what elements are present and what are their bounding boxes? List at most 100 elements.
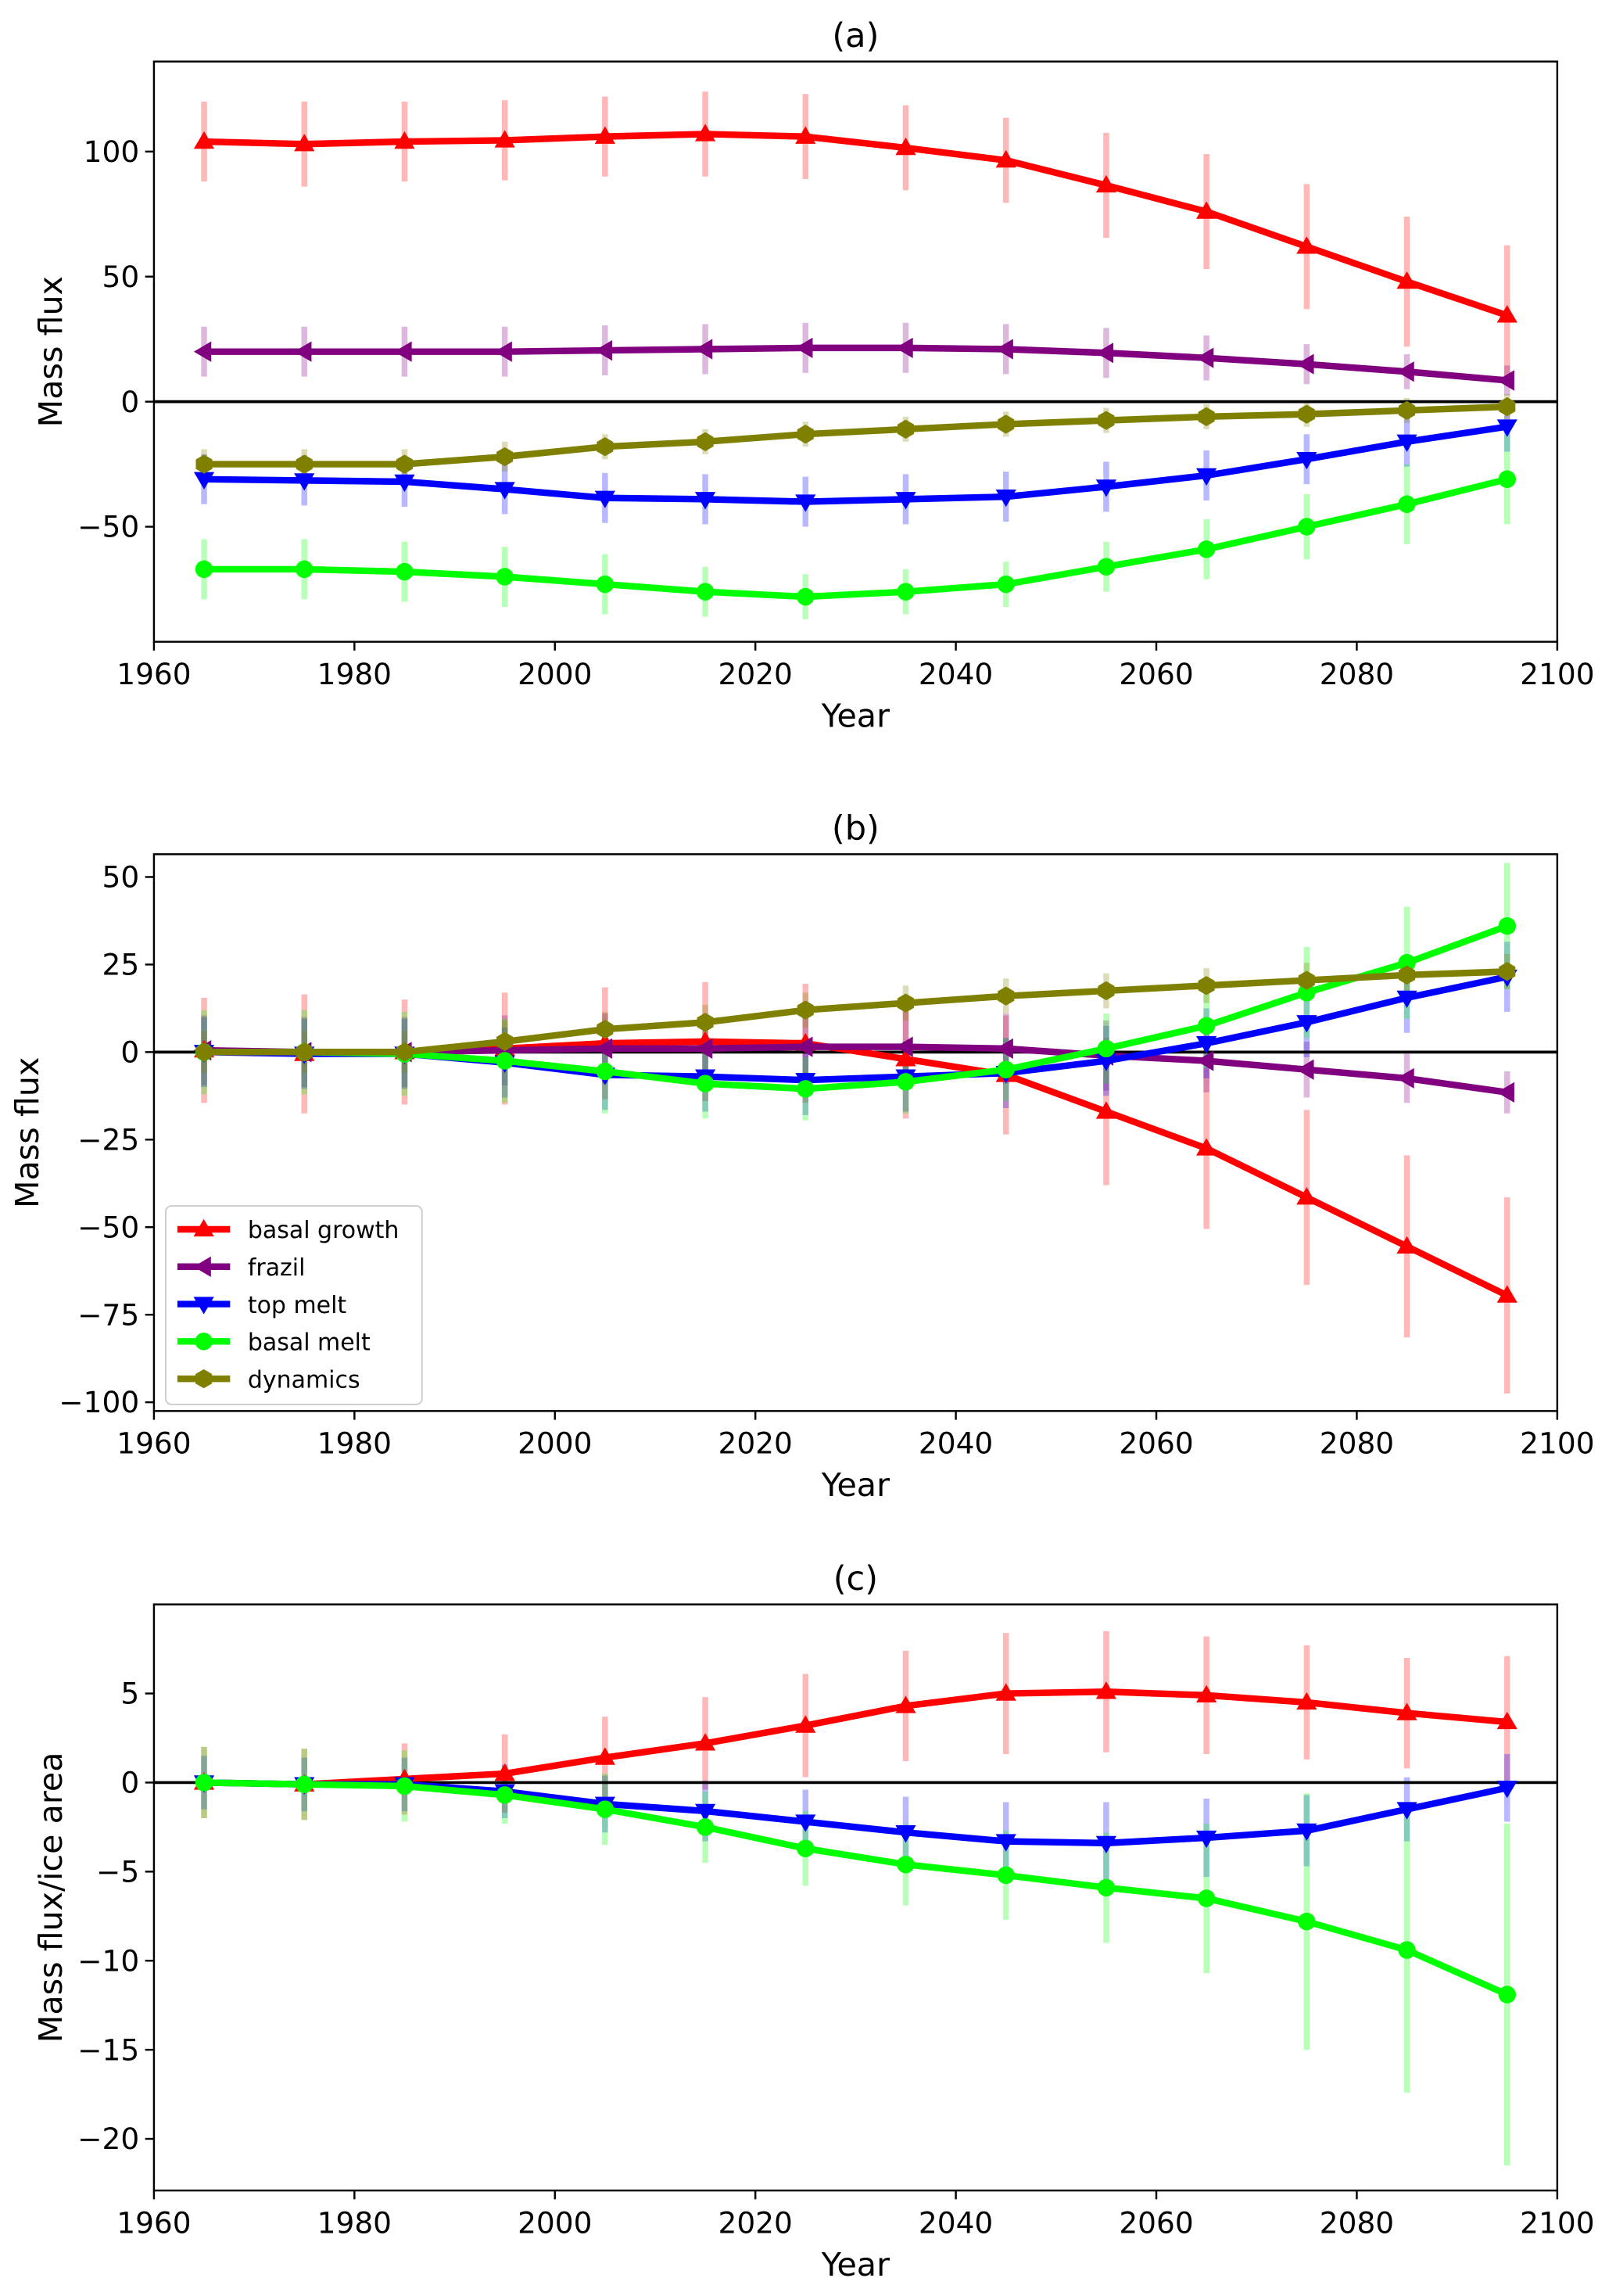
data-point bbox=[193, 341, 212, 362]
legend-marker bbox=[195, 1369, 213, 1389]
axes-frame bbox=[152, 1603, 1559, 2192]
y-tick-label: 25 bbox=[102, 948, 139, 982]
data-point bbox=[1098, 981, 1115, 1001]
series-line bbox=[203, 1779, 1509, 1998]
data-point bbox=[795, 1814, 816, 1832]
data-point bbox=[596, 575, 615, 594]
chart-title: (a) bbox=[832, 16, 879, 56]
data-point bbox=[1197, 1889, 1216, 1907]
data-point bbox=[997, 1060, 1015, 1078]
x-tick-label: 1980 bbox=[317, 1426, 392, 1461]
data-point bbox=[797, 425, 814, 444]
legend-item: top melt bbox=[177, 1292, 346, 1319]
data-point bbox=[797, 1080, 815, 1098]
data-point bbox=[895, 492, 916, 510]
data-point bbox=[1095, 1681, 1117, 1699]
legend-marker bbox=[193, 1297, 214, 1315]
data-point bbox=[1296, 1059, 1314, 1080]
data-point bbox=[897, 1855, 915, 1874]
x-tick-label: 1960 bbox=[116, 1426, 191, 1461]
x-tick-label: 2000 bbox=[518, 2205, 592, 2240]
data-point bbox=[697, 432, 714, 451]
data-point bbox=[396, 454, 413, 474]
y-tick-label: 50 bbox=[102, 260, 139, 294]
data-point bbox=[694, 1733, 716, 1751]
legend-label: dynamics bbox=[248, 1366, 360, 1394]
data-point bbox=[1098, 411, 1115, 430]
data-point bbox=[696, 1074, 715, 1092]
series-top-melt bbox=[193, 419, 1517, 512]
data-point bbox=[1396, 1067, 1414, 1089]
data-point bbox=[1399, 400, 1416, 421]
data-point bbox=[494, 482, 515, 500]
x-tick-label: 2040 bbox=[919, 657, 993, 691]
chart-title: (b) bbox=[832, 809, 880, 848]
data-point bbox=[895, 1695, 916, 1713]
data-point bbox=[1496, 1285, 1517, 1303]
legend-item: dynamics bbox=[177, 1366, 360, 1394]
data-point bbox=[897, 993, 915, 1013]
data-point bbox=[294, 473, 315, 491]
data-point bbox=[696, 583, 715, 601]
x-axis-label: Year bbox=[821, 2246, 890, 2283]
series-basal-melt bbox=[195, 1774, 1517, 2004]
data-point bbox=[1396, 434, 1417, 452]
data-point bbox=[795, 1715, 816, 1733]
data-point bbox=[496, 447, 514, 467]
x-axis-label: Year bbox=[821, 697, 890, 734]
x-tick-label: 2080 bbox=[1320, 1426, 1394, 1461]
series-line bbox=[204, 475, 1508, 601]
series-line bbox=[203, 423, 1508, 505]
data-point bbox=[1095, 343, 1114, 364]
data-point bbox=[596, 1062, 615, 1081]
data-point bbox=[1399, 965, 1416, 985]
x-tick-label: 1960 bbox=[116, 2205, 191, 2240]
data-point bbox=[396, 1777, 414, 1796]
data-point bbox=[1396, 361, 1414, 382]
y-tick-label: −15 bbox=[77, 2032, 139, 2067]
series-basal-melt bbox=[195, 470, 1517, 606]
data-point bbox=[1496, 370, 1514, 391]
data-point bbox=[995, 1834, 1016, 1852]
legend-marker bbox=[195, 1333, 213, 1351]
legend-marker bbox=[193, 1256, 211, 1277]
data-point bbox=[895, 1825, 916, 1843]
data-point bbox=[394, 131, 415, 149]
data-point bbox=[694, 1038, 713, 1059]
data-point bbox=[897, 583, 915, 601]
data-point bbox=[496, 1031, 514, 1052]
series-dynamics bbox=[195, 962, 1516, 1062]
y-axis-label: Mass flux bbox=[32, 276, 70, 427]
data-point bbox=[1196, 201, 1217, 219]
data-point bbox=[1298, 983, 1316, 1002]
legend-box bbox=[164, 1205, 423, 1405]
data-point bbox=[1496, 1082, 1514, 1103]
x-tick-label: 2100 bbox=[1520, 657, 1594, 691]
x-tick-label: 2060 bbox=[1119, 657, 1193, 691]
data-point bbox=[1198, 407, 1215, 427]
y-tick-label: −25 bbox=[77, 1122, 139, 1157]
x-tick-label: 2020 bbox=[718, 2205, 793, 2240]
axes-frame bbox=[152, 60, 1559, 643]
data-point bbox=[1398, 953, 1416, 972]
data-point bbox=[1197, 1017, 1216, 1035]
y-tick-label: −50 bbox=[77, 510, 139, 544]
y-tick-label: −20 bbox=[77, 2122, 139, 2156]
y-tick-label: 5 bbox=[120, 1677, 139, 1711]
x-tick-label: 2040 bbox=[919, 2205, 993, 2240]
series-line bbox=[204, 403, 1507, 468]
y-tick-label: 50 bbox=[102, 860, 139, 895]
x-tick-label: 2060 bbox=[1119, 2205, 1193, 2240]
data-point bbox=[1196, 347, 1214, 368]
series-basal-growth bbox=[193, 1681, 1517, 1792]
data-point bbox=[1097, 558, 1116, 576]
data-point bbox=[594, 339, 613, 361]
x-tick-label: 1980 bbox=[317, 657, 392, 691]
panel-a: (a) 1960 1980 2000 2020 2040 2060 2080 2100 −50 0 5… bbox=[32, 16, 1595, 734]
data-point bbox=[1095, 1101, 1117, 1119]
data-point bbox=[1398, 495, 1416, 514]
data-point bbox=[294, 134, 315, 152]
legend-label: frazil bbox=[248, 1254, 306, 1282]
y-axis-label: Mass flux bbox=[9, 1057, 46, 1208]
